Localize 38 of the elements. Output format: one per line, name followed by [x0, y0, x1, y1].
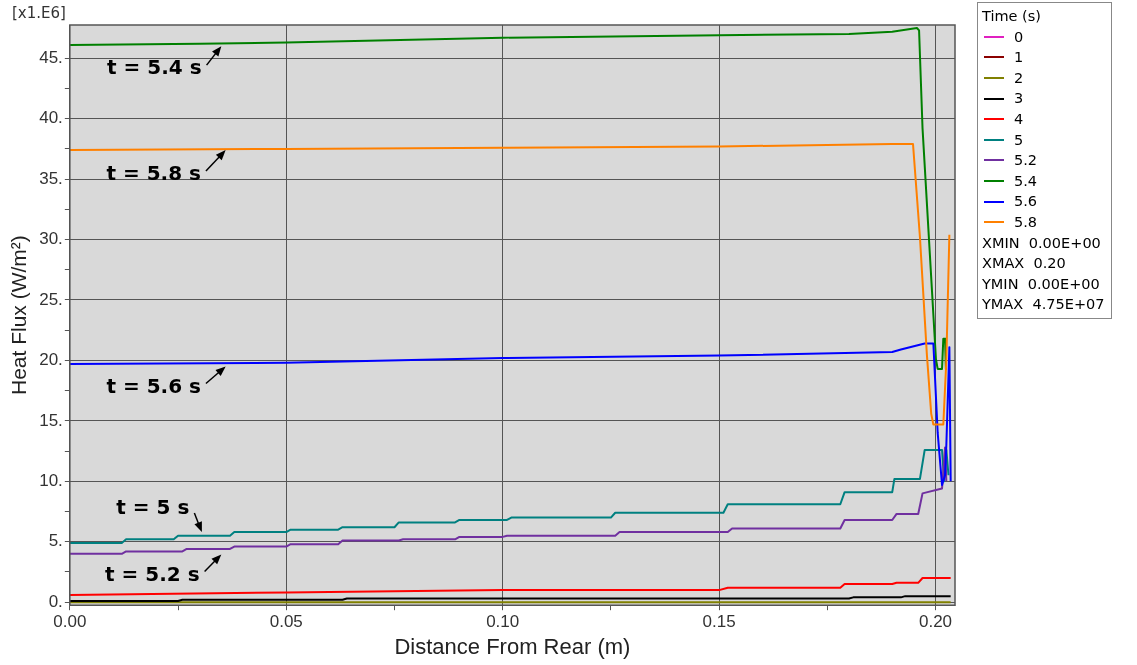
annotation: t = 5.2 s [105, 561, 200, 586]
y-tick-label: 0. [48, 591, 63, 611]
y-tick-label: 20. [39, 350, 63, 370]
annotation: t = 5 s [116, 495, 190, 520]
x-tick-label: 0.20 [918, 612, 953, 632]
y-tick-label: 10. [39, 470, 63, 490]
x-tick-label: 0.00 [53, 612, 87, 632]
legend-label: 3 [1014, 89, 1024, 109]
y-tick-label: 5. [48, 531, 63, 551]
y-axis-title: Heat Flux (W/m²) [7, 235, 31, 396]
legend-title: Time (s) [982, 7, 1042, 26]
legend-label: 5 [1014, 130, 1024, 150]
y-tick-label: 40. [39, 108, 63, 128]
legend-label: 0 [1014, 27, 1024, 47]
legend-label: 5.8 [1014, 212, 1038, 232]
text: YMIN 0.00E+00 [982, 274, 1101, 294]
annotation: t = 5.8 s [106, 161, 201, 186]
y-tick-label: 15. [39, 410, 63, 430]
y-tick-label: 30. [39, 229, 63, 249]
text: YMAX 4.75E+07 [982, 295, 1105, 315]
text: XMIN 0.00E+00 [982, 233, 1102, 253]
annotation: t = 5.4 s [107, 55, 202, 80]
text: XMAX 0.20 [982, 254, 1067, 274]
legend-label: 1 [1014, 48, 1024, 68]
y-tick-label: 25. [39, 289, 63, 309]
x-tick-label: 0.05 [269, 612, 303, 632]
legend-label: 2 [1014, 68, 1024, 88]
legend-label: 5.6 [1014, 192, 1038, 212]
y-tick-label: 45. [39, 47, 63, 67]
annotation: t = 5.6 s [106, 373, 201, 398]
legend-label: 5.2 [1014, 151, 1038, 171]
y-tick-label: 35. [39, 168, 63, 188]
text: [x1.E6] [12, 3, 66, 22]
x-axis-title: Distance From Rear (m) [394, 633, 631, 659]
legend-label: 4 [1014, 109, 1024, 129]
legend-label: 5.4 [1014, 171, 1038, 191]
x-tick-label: 0.10 [486, 612, 520, 632]
x-tick-label: 0.15 [702, 612, 736, 632]
